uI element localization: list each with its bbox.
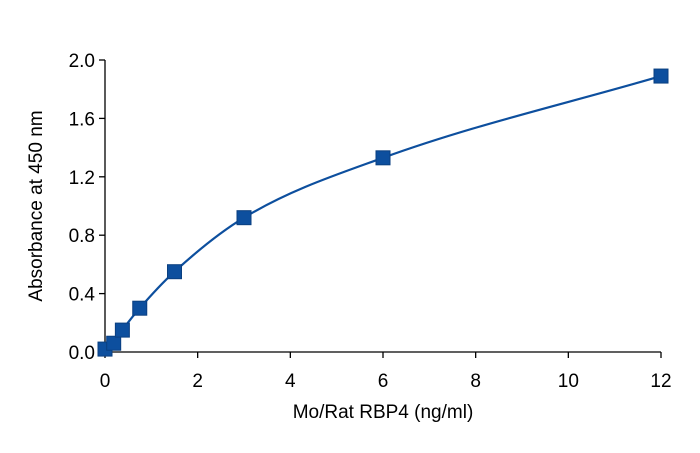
x-tick-label: 6 xyxy=(378,371,389,392)
data-point xyxy=(132,300,148,316)
x-tick-label: 2 xyxy=(192,371,203,392)
fit-curve-layer xyxy=(104,75,662,351)
y-tick-label: 1.2 xyxy=(69,168,95,189)
data-point xyxy=(236,210,252,226)
x-tick-label: 8 xyxy=(470,371,481,392)
ticks: 0 2 4 6 8 10 12 0.0 0.4 0.8 1.2 1.6 2.0 xyxy=(69,51,672,392)
y-tick-label: 0.0 xyxy=(69,343,95,364)
y-axis-label: Absorbance at 450 nm xyxy=(26,110,47,301)
data-point xyxy=(653,68,669,84)
x-axis-label: Mo/Rat RBP4 (ng/ml) xyxy=(293,402,474,423)
y-tick-label: 0.4 xyxy=(69,285,96,306)
y-tick-label: 1.6 xyxy=(69,109,95,130)
data-point xyxy=(375,150,391,166)
y-tick-label: 2.0 xyxy=(69,51,95,72)
fit-curve xyxy=(104,75,662,351)
data-point xyxy=(114,322,130,338)
axes xyxy=(104,60,661,353)
x-tick-label: 0 xyxy=(100,371,111,392)
data-point xyxy=(167,264,182,280)
data-points xyxy=(97,68,669,357)
x-tick-label: 10 xyxy=(558,371,579,392)
y-tick-label: 0.8 xyxy=(69,226,95,247)
x-tick-label: 4 xyxy=(285,371,296,392)
data-point xyxy=(106,335,122,351)
x-tick-label: 12 xyxy=(650,371,671,392)
